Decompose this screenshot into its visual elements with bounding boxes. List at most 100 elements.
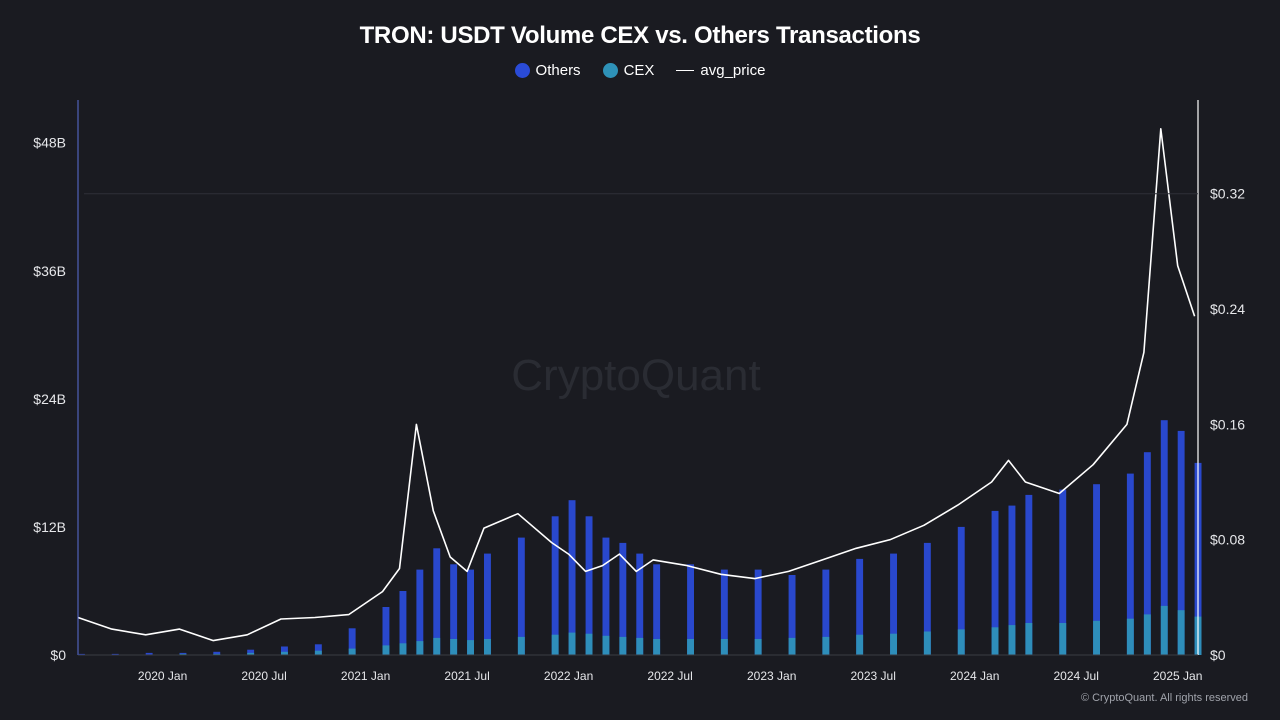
cex-bar: [1059, 623, 1067, 655]
others-bar: [602, 537, 610, 655]
y-axis-left: $0 $12B $24B $36B $48B: [33, 135, 66, 663]
cex-bar: [754, 639, 762, 655]
legend-item-others[interactable]: Others: [514, 62, 581, 79]
y-right-tick-label: $0.08: [1210, 532, 1245, 548]
x-tick-label: 2023 Jul: [851, 669, 896, 683]
cex-bar: [399, 643, 407, 655]
x-tick-label: 2022 Jul: [647, 669, 692, 683]
others-bar: [416, 569, 424, 655]
others-bar: [788, 575, 796, 655]
copyright: © CryptoQuant. All rights reserved: [1080, 692, 1248, 704]
others-bar: [890, 553, 897, 655]
others-bar: [281, 646, 288, 655]
legend-swatch-others: [514, 63, 530, 78]
cex-bar: [281, 651, 288, 655]
cex-bar: [517, 636, 525, 655]
cex-bar: [1025, 623, 1033, 655]
cex-bar: [382, 645, 390, 655]
cex-bar: [1126, 618, 1134, 655]
others-bar: [720, 569, 728, 655]
others-bar: [314, 644, 322, 655]
cex-bar: [314, 650, 322, 655]
y-right-tick-label: $0.32: [1210, 186, 1245, 202]
others-bar: [78, 653, 85, 655]
cex-bar: [568, 632, 576, 655]
x-tick-label: 2020 Jan: [138, 669, 187, 683]
cex-bar: [788, 637, 796, 655]
x-tick-label: 2021 Jan: [341, 669, 390, 683]
cex-bar: [484, 639, 491, 655]
x-tick-label: 2023 Jan: [747, 669, 796, 683]
x-tick-label: 2024 Jul: [1054, 669, 1099, 683]
legend-item-cex[interactable]: CEX: [602, 62, 655, 79]
y-left-tick-label: $48B: [33, 135, 66, 151]
others-series: [78, 420, 1202, 656]
others-bar: [957, 526, 965, 655]
cex-bar: [923, 631, 931, 655]
cex-bar: [602, 635, 610, 655]
axes: [77, 100, 1199, 656]
cex-bar: [416, 641, 424, 655]
x-tick-label: 2024 Jan: [950, 669, 999, 683]
others-bar: [450, 564, 458, 655]
others-bar: [754, 569, 762, 655]
cex-bar: [1160, 605, 1168, 655]
others-bar: [1059, 489, 1067, 655]
cex-bar: [991, 627, 999, 656]
legend-swatch-avg-price: [676, 70, 695, 71]
y-left-tick-label: $36B: [33, 263, 66, 279]
others-bar: [1025, 494, 1033, 655]
cex-bar: [856, 634, 864, 655]
y-left-tick-label: $12B: [33, 519, 66, 535]
cex-bar: [348, 648, 356, 655]
others-bar: [382, 607, 390, 655]
x-axis: 2020 Jan 2020 Jul 2021 Jan 2021 Jul 2022 Jan…: [138, 669, 1202, 683]
legend-swatch-cex: [602, 63, 618, 78]
cex-bar: [1143, 614, 1151, 655]
others-bar: [433, 548, 441, 655]
others-bar: [1177, 430, 1185, 655]
x-tick-label: 2021 Jul: [444, 669, 489, 683]
others-bar: [619, 542, 627, 655]
cex-bar: [720, 639, 728, 655]
others-bar: [399, 591, 407, 655]
cex-bar: [619, 636, 627, 655]
x-tick-label: 2022 Jan: [544, 669, 593, 683]
legend: Others CEX avg_price: [0, 62, 1280, 79]
others-bar: [111, 653, 119, 655]
others-bar: [991, 510, 999, 655]
y-left-tick-label: $24B: [33, 391, 66, 407]
cex-bar: [687, 639, 694, 655]
watermark: CryptoQuant: [511, 351, 760, 400]
avg-price-series: [77, 128, 1196, 642]
legend-label-avg-price: avg_price: [700, 62, 766, 79]
others-bar: [247, 649, 255, 655]
y-axis-right: $0 $0.08 $0.16 $0.24 $0.32: [1210, 186, 1245, 663]
others-bar: [636, 553, 644, 655]
legend-label-cex: CEX: [623, 62, 655, 79]
y-left-tick-label: $0: [50, 647, 66, 663]
others-bar: [687, 564, 694, 655]
cex-bar: [1008, 625, 1016, 655]
avg-price-line: [77, 128, 1196, 642]
cex-bar: [467, 640, 474, 655]
others-bar: [1126, 473, 1134, 655]
others-bar: [213, 651, 221, 655]
cex-bar: [247, 652, 255, 655]
others-bar: [1008, 505, 1016, 655]
others-bar: [145, 652, 153, 655]
others-bar: [517, 537, 525, 655]
y-right-tick-label: $0.24: [1210, 301, 1245, 317]
y-right-tick-label: $0: [1210, 647, 1226, 663]
cex-bar: [957, 629, 965, 655]
others-bar: [1160, 420, 1168, 655]
others-bar: [585, 516, 593, 656]
legend-label-others: Others: [535, 62, 581, 79]
cex-bar: [433, 637, 441, 655]
cex-bar: [890, 633, 897, 655]
legend-item-avg-price[interactable]: avg_price: [676, 62, 765, 79]
others-bar: [551, 516, 559, 656]
others-bar: [1093, 484, 1100, 655]
others-bar: [653, 564, 661, 655]
